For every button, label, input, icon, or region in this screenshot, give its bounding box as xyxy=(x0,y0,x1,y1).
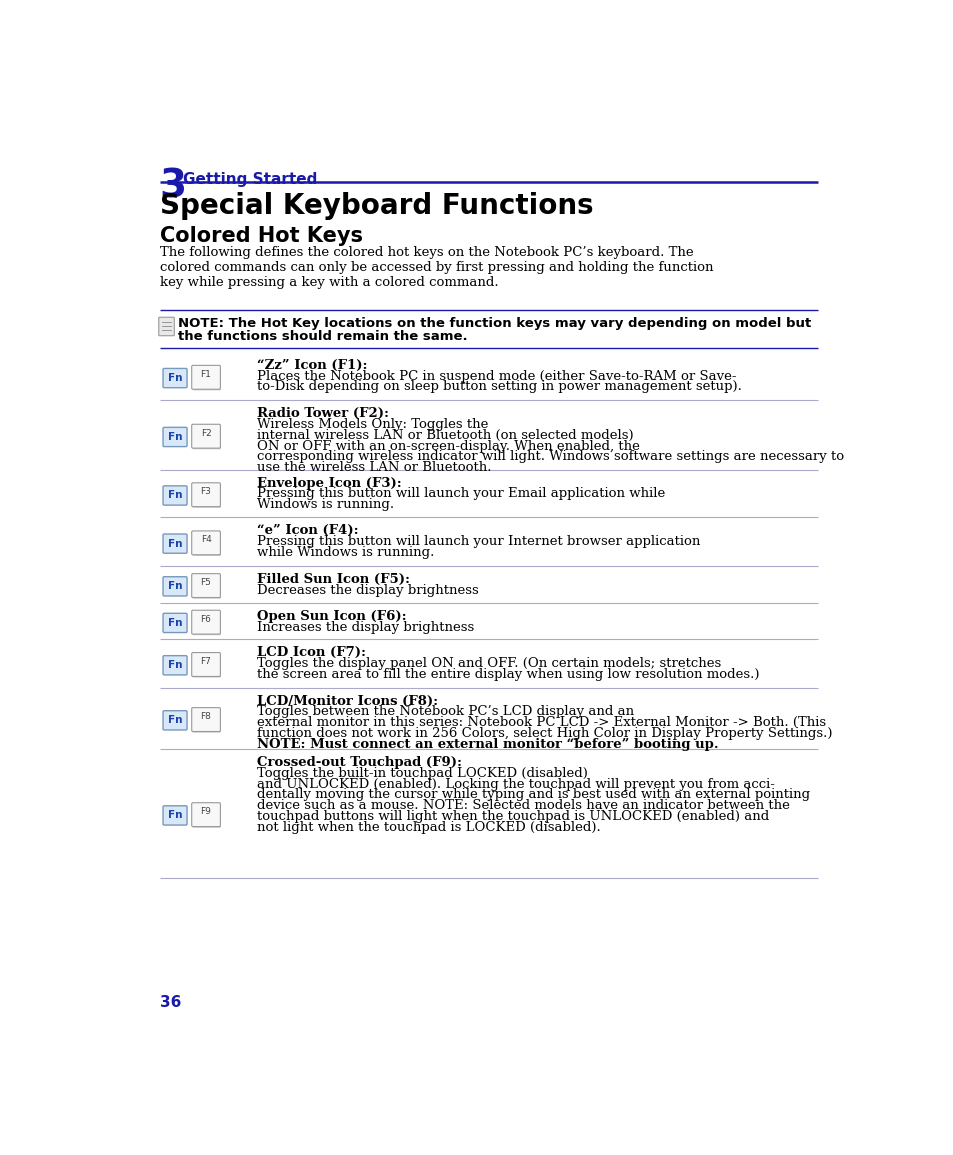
Text: Fn: Fn xyxy=(168,538,182,549)
FancyBboxPatch shape xyxy=(193,805,220,828)
FancyBboxPatch shape xyxy=(192,531,220,554)
Text: to-Disk depending on sleep button setting in power management setup).: to-Disk depending on sleep button settin… xyxy=(257,380,741,394)
Text: Wireless Models Only: Toggles the: Wireless Models Only: Toggles the xyxy=(257,418,488,431)
FancyBboxPatch shape xyxy=(163,613,187,633)
Text: key while pressing a key with a colored command.: key while pressing a key with a colored … xyxy=(159,276,497,289)
FancyBboxPatch shape xyxy=(192,803,220,827)
Text: touchpad buttons will light when the touchpad is UNLOCKED (enabled) and: touchpad buttons will light when the tou… xyxy=(257,810,769,824)
Text: Open Sun Icon (F6):: Open Sun Icon (F6): xyxy=(257,610,406,623)
FancyBboxPatch shape xyxy=(193,655,220,678)
Text: F2: F2 xyxy=(200,429,212,438)
FancyBboxPatch shape xyxy=(192,424,220,448)
Text: Fn: Fn xyxy=(168,811,182,820)
Text: 3: 3 xyxy=(159,167,187,206)
Text: Envelope Icon (F3):: Envelope Icon (F3): xyxy=(257,477,401,490)
Text: Colored Hot Keys: Colored Hot Keys xyxy=(159,225,362,246)
Text: Places the Notebook PC in suspend mode (either Save-to-RAM or Save-: Places the Notebook PC in suspend mode (… xyxy=(257,370,736,382)
Text: Windows is running.: Windows is running. xyxy=(257,498,394,512)
Text: “Zz” Icon (F1):: “Zz” Icon (F1): xyxy=(257,359,367,372)
Text: Fn: Fn xyxy=(168,491,182,500)
FancyBboxPatch shape xyxy=(193,709,220,732)
Text: dentally moving the cursor while typing and is best used with an external pointi: dentally moving the cursor while typing … xyxy=(257,789,809,802)
Text: Toggles the built-in touchpad LOCKED (disabled): Toggles the built-in touchpad LOCKED (di… xyxy=(257,767,587,780)
FancyBboxPatch shape xyxy=(163,576,187,596)
Text: colored commands can only be accessed by first pressing and holding the function: colored commands can only be accessed by… xyxy=(159,261,712,274)
Text: Toggles the display panel ON and OFF. (On certain models; stretches: Toggles the display panel ON and OFF. (O… xyxy=(257,657,720,670)
Text: Fn: Fn xyxy=(168,432,182,442)
Text: Fn: Fn xyxy=(168,715,182,725)
Text: and UNLOCKED (enabled). Locking the touchpad will prevent you from acci-: and UNLOCKED (enabled). Locking the touc… xyxy=(257,777,774,791)
Text: ON or OFF with an on-screen-display. When enabled, the: ON or OFF with an on-screen-display. Whe… xyxy=(257,440,639,453)
Text: the functions should remain the same.: the functions should remain the same. xyxy=(178,330,467,343)
Text: device such as a mouse. NOTE: Selected models have an indicator between the: device such as a mouse. NOTE: Selected m… xyxy=(257,799,789,812)
Text: Crossed-out Touchpad (F9):: Crossed-out Touchpad (F9): xyxy=(257,757,461,769)
Text: Filled Sun Icon (F5):: Filled Sun Icon (F5): xyxy=(257,573,410,586)
Text: LCD/Monitor Icons (F8):: LCD/Monitor Icons (F8): xyxy=(257,694,437,708)
FancyBboxPatch shape xyxy=(192,610,220,634)
FancyBboxPatch shape xyxy=(192,365,220,389)
FancyBboxPatch shape xyxy=(192,574,220,597)
FancyBboxPatch shape xyxy=(193,532,220,556)
FancyBboxPatch shape xyxy=(193,485,220,508)
Text: external monitor in this series: Notebook PC LCD -> External Monitor -> Both. (T: external monitor in this series: Noteboo… xyxy=(257,716,825,729)
Text: while Windows is running.: while Windows is running. xyxy=(257,546,435,559)
FancyBboxPatch shape xyxy=(163,486,187,505)
Text: F4: F4 xyxy=(200,535,212,544)
Text: the screen area to fill the entire display when using low resolution modes.): the screen area to fill the entire displ… xyxy=(257,668,759,680)
Text: not light when the touchpad is LOCKED (disabled).: not light when the touchpad is LOCKED (d… xyxy=(257,821,600,834)
Text: Radio Tower (F2):: Radio Tower (F2): xyxy=(257,408,389,420)
Text: internal wireless LAN or Bluetooth (on selected models): internal wireless LAN or Bluetooth (on s… xyxy=(257,429,633,442)
FancyBboxPatch shape xyxy=(163,368,187,388)
FancyBboxPatch shape xyxy=(158,318,174,336)
FancyBboxPatch shape xyxy=(193,612,220,635)
FancyBboxPatch shape xyxy=(192,483,220,507)
Text: LCD Icon (F7):: LCD Icon (F7): xyxy=(257,646,366,660)
Text: F8: F8 xyxy=(200,711,212,721)
Text: NOTE: The Hot Key locations on the function keys may vary depending on model but: NOTE: The Hot Key locations on the funct… xyxy=(178,318,811,330)
Text: “e” Icon (F4):: “e” Icon (F4): xyxy=(257,524,358,537)
Text: F7: F7 xyxy=(200,657,212,666)
Text: F3: F3 xyxy=(200,487,212,497)
Text: Pressing this button will launch your Email application while: Pressing this button will launch your Em… xyxy=(257,487,665,500)
FancyBboxPatch shape xyxy=(163,656,187,675)
FancyBboxPatch shape xyxy=(163,710,187,730)
Text: Special Keyboard Functions: Special Keyboard Functions xyxy=(159,193,593,221)
Text: corresponding wireless indicator will light. Windows software settings are neces: corresponding wireless indicator will li… xyxy=(257,450,843,463)
Text: F1: F1 xyxy=(200,370,212,379)
Text: use the wireless LAN or Bluetooth.: use the wireless LAN or Bluetooth. xyxy=(257,461,491,475)
Text: Increases the display brightness: Increases the display brightness xyxy=(257,620,474,634)
Text: F5: F5 xyxy=(200,578,212,587)
Text: Toggles between the Notebook PC’s LCD display and an: Toggles between the Notebook PC’s LCD di… xyxy=(257,706,634,718)
Text: NOTE: Must connect an external monitor “before” booting up.: NOTE: Must connect an external monitor “… xyxy=(257,738,718,751)
Text: Fn: Fn xyxy=(168,373,182,383)
Text: function does not work in 256 Colors, select High Color in Display Property Sett: function does not work in 256 Colors, se… xyxy=(257,726,832,740)
Text: F9: F9 xyxy=(200,807,212,817)
Text: F6: F6 xyxy=(200,614,212,624)
FancyBboxPatch shape xyxy=(193,575,220,598)
Text: Getting Started: Getting Started xyxy=(183,172,316,187)
Text: Decreases the display brightness: Decreases the display brightness xyxy=(257,583,478,597)
Text: Fn: Fn xyxy=(168,661,182,670)
Text: 36: 36 xyxy=(159,994,181,1009)
FancyBboxPatch shape xyxy=(192,653,220,677)
Text: The following defines the colored hot keys on the Notebook PC’s keyboard. The: The following defines the colored hot ke… xyxy=(159,246,693,260)
FancyBboxPatch shape xyxy=(193,367,220,390)
FancyBboxPatch shape xyxy=(163,427,187,447)
FancyBboxPatch shape xyxy=(163,534,187,553)
Text: Fn: Fn xyxy=(168,618,182,628)
Text: Pressing this button will launch your Internet browser application: Pressing this button will launch your In… xyxy=(257,535,700,549)
FancyBboxPatch shape xyxy=(193,426,220,449)
Text: Fn: Fn xyxy=(168,581,182,591)
FancyBboxPatch shape xyxy=(163,806,187,825)
FancyBboxPatch shape xyxy=(192,708,220,731)
